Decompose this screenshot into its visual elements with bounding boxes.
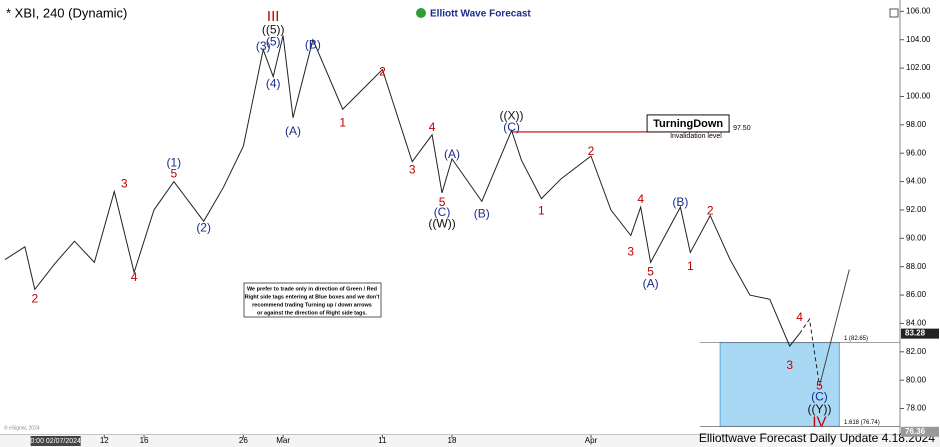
note-frame: [243, 282, 382, 318]
wave-label: ((Y)): [807, 402, 831, 416]
y-tick-label: 92.00: [906, 205, 927, 214]
price-badge: [901, 328, 939, 339]
wave-label: (C): [434, 205, 451, 219]
wave-label: III: [267, 8, 280, 25]
wave-label: IV: [812, 414, 826, 431]
logo-icon: [416, 8, 426, 18]
wave-label: (1): [167, 155, 182, 169]
fib-label: 1 (82.65): [844, 336, 868, 342]
y-tick-label: 80.00: [906, 375, 927, 384]
y-tick-label: 94.00: [906, 177, 927, 186]
wave-label: 2: [707, 204, 714, 218]
wave-label: (B): [305, 38, 321, 52]
wave-label: 3: [409, 162, 416, 176]
y-tick-label: 96.00: [906, 148, 927, 157]
y-tick-label: 90.00: [906, 233, 927, 242]
wave-label: (3): [256, 39, 271, 53]
wave-label: 3: [627, 245, 634, 259]
price-badge-label: 76.36: [905, 427, 926, 436]
wave-label: (2): [196, 221, 211, 235]
wave-label: 4: [796, 310, 803, 324]
y-tick-label: 84.00: [906, 319, 927, 328]
wave-label: (5): [266, 35, 281, 49]
wave-label: 5: [647, 265, 654, 279]
wave-label: 4: [429, 120, 436, 134]
x-tick-label: 18: [448, 436, 457, 445]
x-tick-label: 16: [140, 436, 149, 445]
y-tick-label: 82.00: [906, 347, 927, 356]
wave-label: 5: [439, 195, 446, 209]
wave-label: (C): [811, 389, 828, 403]
y-tick-label: 88.00: [906, 262, 927, 271]
note-line: or against the direction of Right side t…: [257, 310, 367, 316]
wave-label: (4): [266, 77, 281, 91]
wave-label: (A): [285, 124, 301, 138]
x-tick-label: 26: [239, 436, 248, 445]
y-tick-label: 100.00: [906, 92, 931, 101]
y-tick-label: 104.00: [906, 35, 931, 44]
note-box: We prefer to trade only in direction of …: [243, 282, 382, 318]
wave-label: 4: [131, 270, 138, 284]
footer: Elliottwave Forecast Daily Update 4.18.2…: [699, 431, 935, 445]
invalidation-note: Invalidation level: [670, 133, 722, 140]
x-axis-bar: [0, 435, 940, 447]
wave-label: 2: [31, 291, 38, 305]
x-tick-label: 12: [100, 436, 109, 445]
wave-label: 1: [339, 116, 346, 130]
x-tick-label: 11: [378, 436, 387, 445]
wave-label: (A): [643, 277, 659, 291]
wave-label: 1: [687, 259, 694, 273]
wave-label: 2: [379, 65, 386, 79]
y-tick-label: 78.00: [906, 404, 927, 413]
cursor-date-bg: [30, 436, 81, 446]
price-line: [799, 317, 820, 386]
watermark: © eSignal, 2024: [4, 424, 40, 431]
wave-label: ((X)): [500, 108, 524, 122]
x-tick-label: Mar: [276, 436, 290, 445]
wave-label: 3: [786, 358, 793, 372]
wave-label: 5: [816, 379, 823, 393]
wave-label: (B): [474, 206, 490, 220]
y-tick-label: 102.00: [906, 63, 931, 72]
turning-badge: TurningDown: [653, 118, 723, 130]
price-badge: [901, 426, 939, 437]
wave-label: 3: [121, 177, 128, 191]
wave-label: 1: [538, 204, 545, 218]
chart-title: * XBI, 240 (Dynamic): [6, 5, 127, 20]
cursor-date: 0:00 02/07/2024: [30, 438, 81, 445]
y-tick-label: 98.00: [906, 120, 927, 129]
wave-label: (C): [503, 120, 520, 134]
invalidation-value: 97.50: [733, 125, 751, 132]
wave-label: (B): [672, 195, 688, 209]
price-badge-label: 83.28: [905, 329, 926, 338]
wave-label: ((5)): [262, 23, 285, 37]
price-line: [4, 35, 800, 348]
x-tick-label: Apr: [585, 436, 598, 445]
y-tick-label: 106.00: [906, 6, 931, 15]
wave-label: 4: [637, 192, 644, 206]
price-line: [819, 269, 850, 386]
fib-label: 1.618 (76.74): [844, 420, 880, 426]
note-line: Right side tags entering at Blue boxes a…: [245, 294, 380, 300]
turning-badge-frame: [646, 114, 730, 133]
note-line: We prefer to trade only in direction of …: [247, 286, 377, 292]
brand: Elliott Wave Forecast: [430, 9, 531, 20]
wave-label: ((W)): [428, 216, 455, 230]
wave-label: (A): [444, 147, 460, 161]
wave-label: 5: [171, 167, 178, 181]
y-tick-label: 86.00: [906, 290, 927, 299]
note-line: recommend trading Turning up / down arro…: [252, 302, 372, 308]
wave-label: 2: [588, 144, 595, 158]
window-icon: [889, 8, 899, 18]
